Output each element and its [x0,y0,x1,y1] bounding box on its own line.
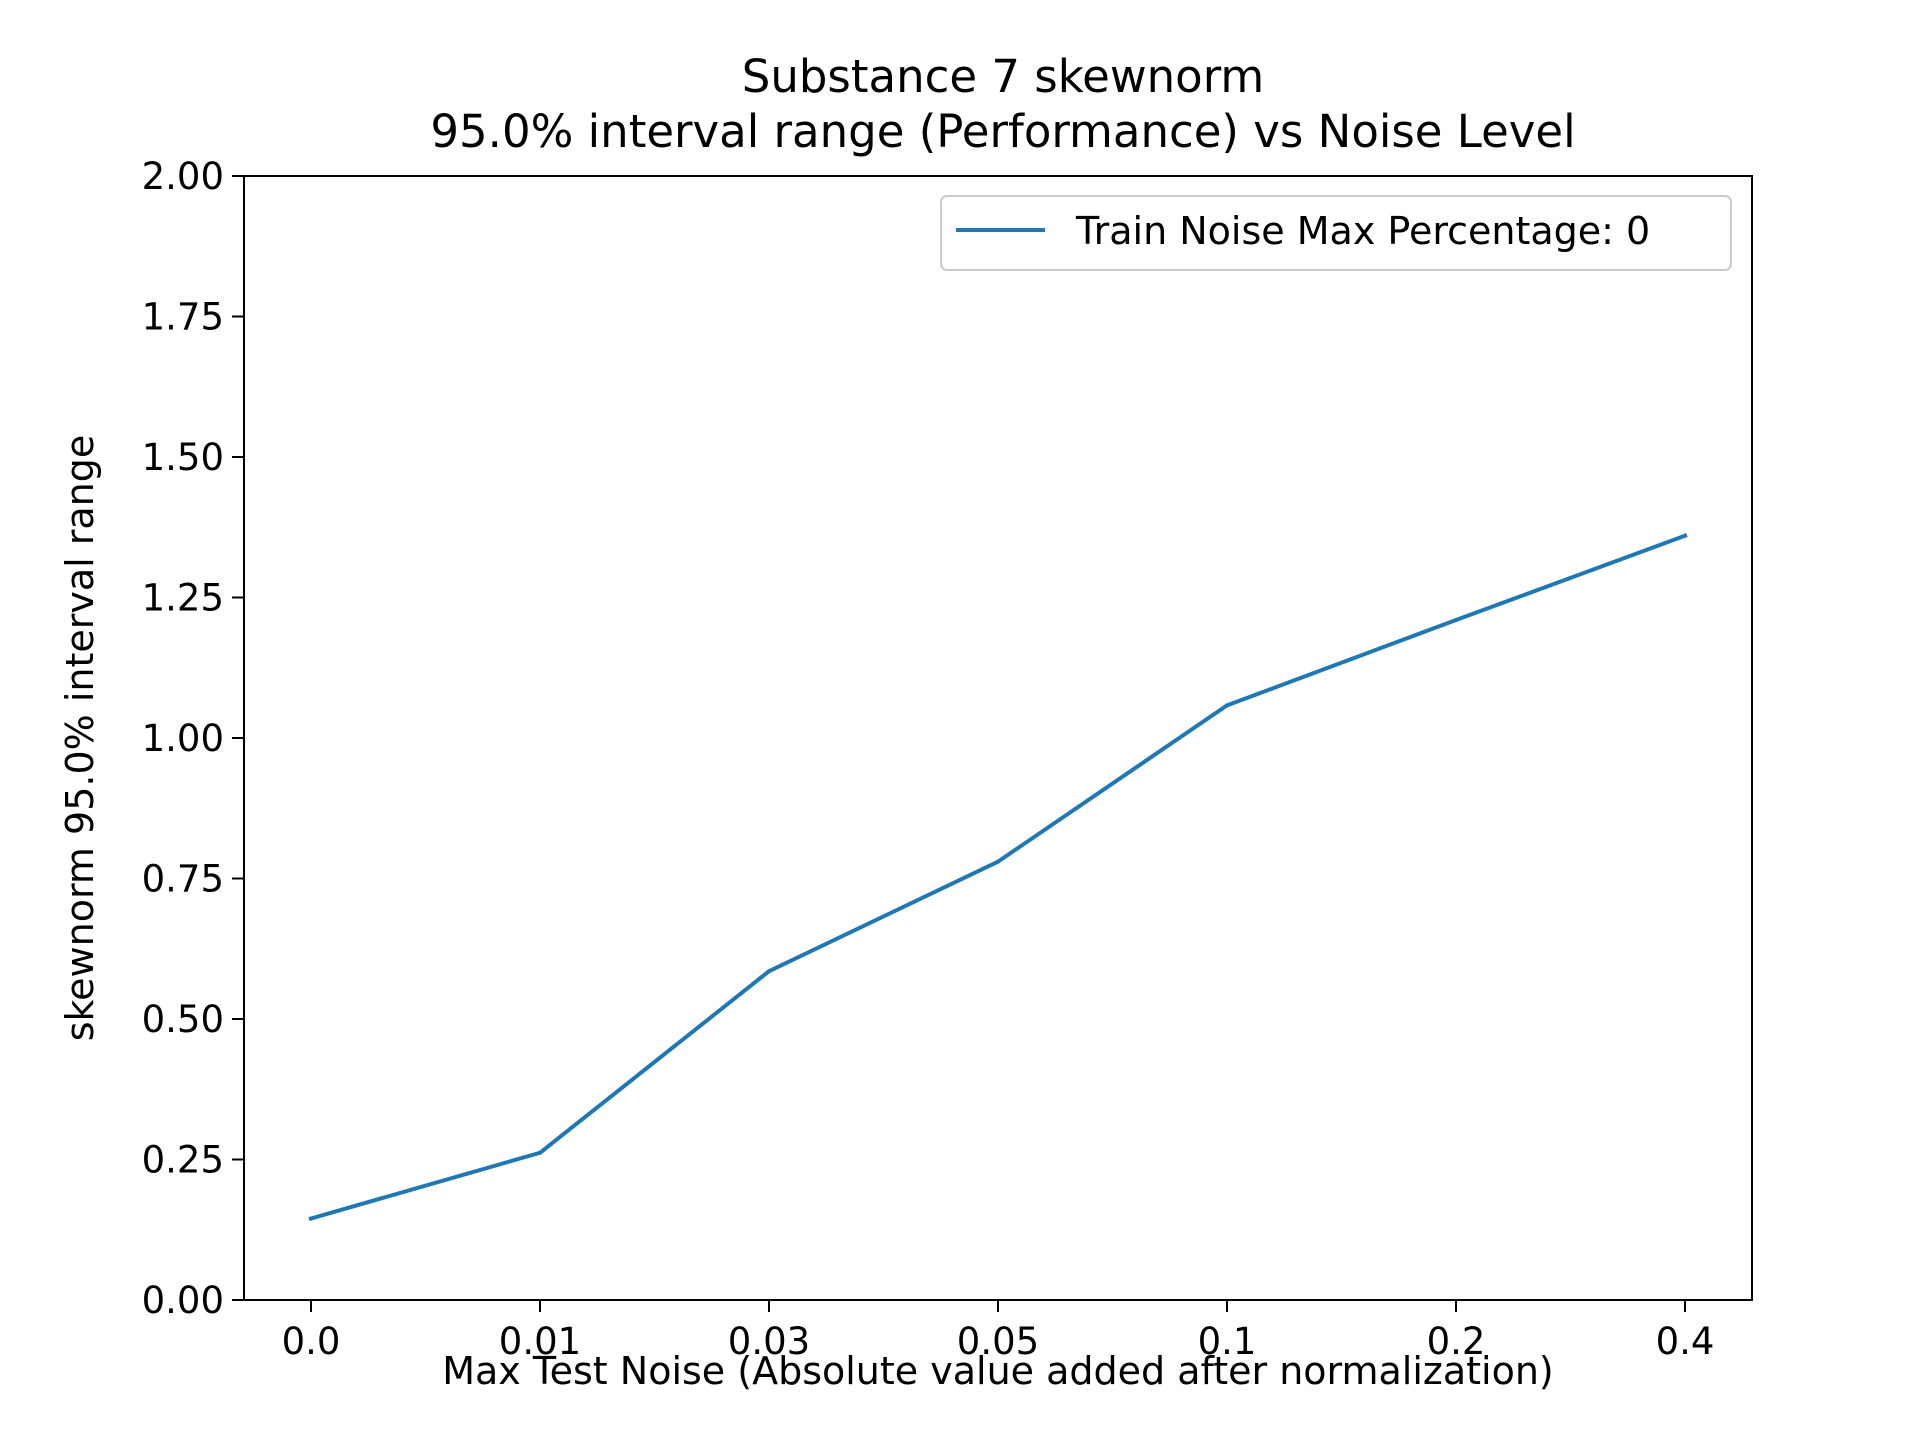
x-tick-label: 0.01 [499,1320,581,1363]
plot-area-frame [243,175,1753,1301]
legend-label: Train Noise Max Percentage: 0 [1075,209,1650,253]
y-axis: 0.00 0.25 0.50 0.75 1.00 1.25 1.50 1.75 2.00 [142,155,244,1322]
data-point [1454,617,1458,622]
x-tick-label: 0.03 [728,1320,810,1363]
x-tick-label: 0.2 [1427,1320,1486,1363]
x-tick-label: 0.1 [1198,1320,1257,1363]
y-tick-label: 0.50 [142,998,224,1041]
y-tick-label: 0.25 [142,1139,224,1182]
legend-box [940,195,1732,271]
data-point [996,859,1000,864]
data-point [538,1150,542,1155]
y-axis-label: skewnorm 95.0% interval range [58,435,102,1042]
data-point [1683,533,1687,538]
data-point [767,969,771,974]
x-axis: 0.0 0.01 0.03 0.05 0.1 0.2 0.4 [282,1300,1715,1363]
chart-title-line-1: Substance 7 skewnorm [742,50,1265,103]
data-point [309,1216,313,1221]
chart-title-line-2: 95.0% interval range (Performance) vs No… [430,105,1575,158]
y-tick-label: 1.75 [142,296,224,339]
x-tick-label: 0.05 [957,1320,1039,1363]
y-tick-label: 1.25 [142,577,224,620]
x-tick-label: 0.0 [282,1320,341,1363]
series-layer [308,533,1688,1221]
x-axis-label: Max Test Noise (Absolute value added aft… [442,1349,1554,1393]
y-tick-label: 2.00 [142,155,224,198]
y-tick-label: 0.00 [142,1279,224,1322]
y-tick-label: 1.00 [142,717,224,760]
legend: Train Noise Max Percentage: 0 [940,195,1732,271]
data-point [1225,703,1229,708]
y-tick-label: 1.50 [142,436,224,479]
x-tick-label: 0.4 [1656,1320,1715,1363]
y-tick-label: 0.75 [142,858,224,901]
